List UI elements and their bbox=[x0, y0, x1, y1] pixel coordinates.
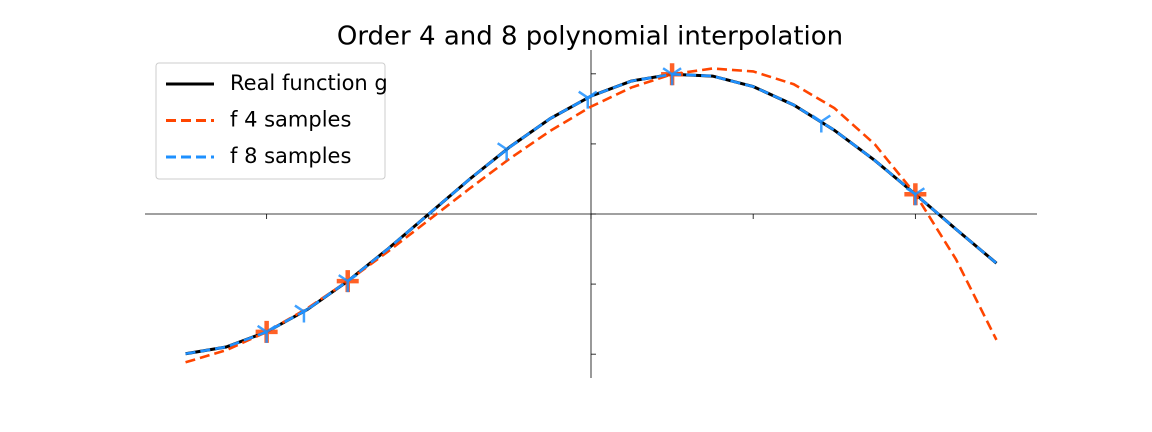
sample-marker bbox=[256, 324, 277, 343]
series-line bbox=[185, 67, 998, 364]
sample-marker bbox=[905, 187, 926, 206]
chart-title: Order 4 and 8 polynomial interpolation bbox=[337, 22, 843, 52]
legend-label: Real function g bbox=[230, 71, 388, 95]
sample-marker bbox=[811, 114, 831, 133]
sample-marker bbox=[578, 90, 598, 109]
legend-label: f 4 samples bbox=[230, 108, 351, 132]
sample-marker bbox=[662, 67, 682, 86]
legend-box bbox=[155, 62, 386, 180]
legend: Real function g f 4 samples f 8 samples bbox=[155, 62, 388, 180]
sample-marker bbox=[294, 304, 314, 323]
sample-marker bbox=[496, 142, 517, 161]
sample-marker bbox=[338, 274, 358, 293]
legend-label: f 8 samples bbox=[230, 144, 351, 168]
